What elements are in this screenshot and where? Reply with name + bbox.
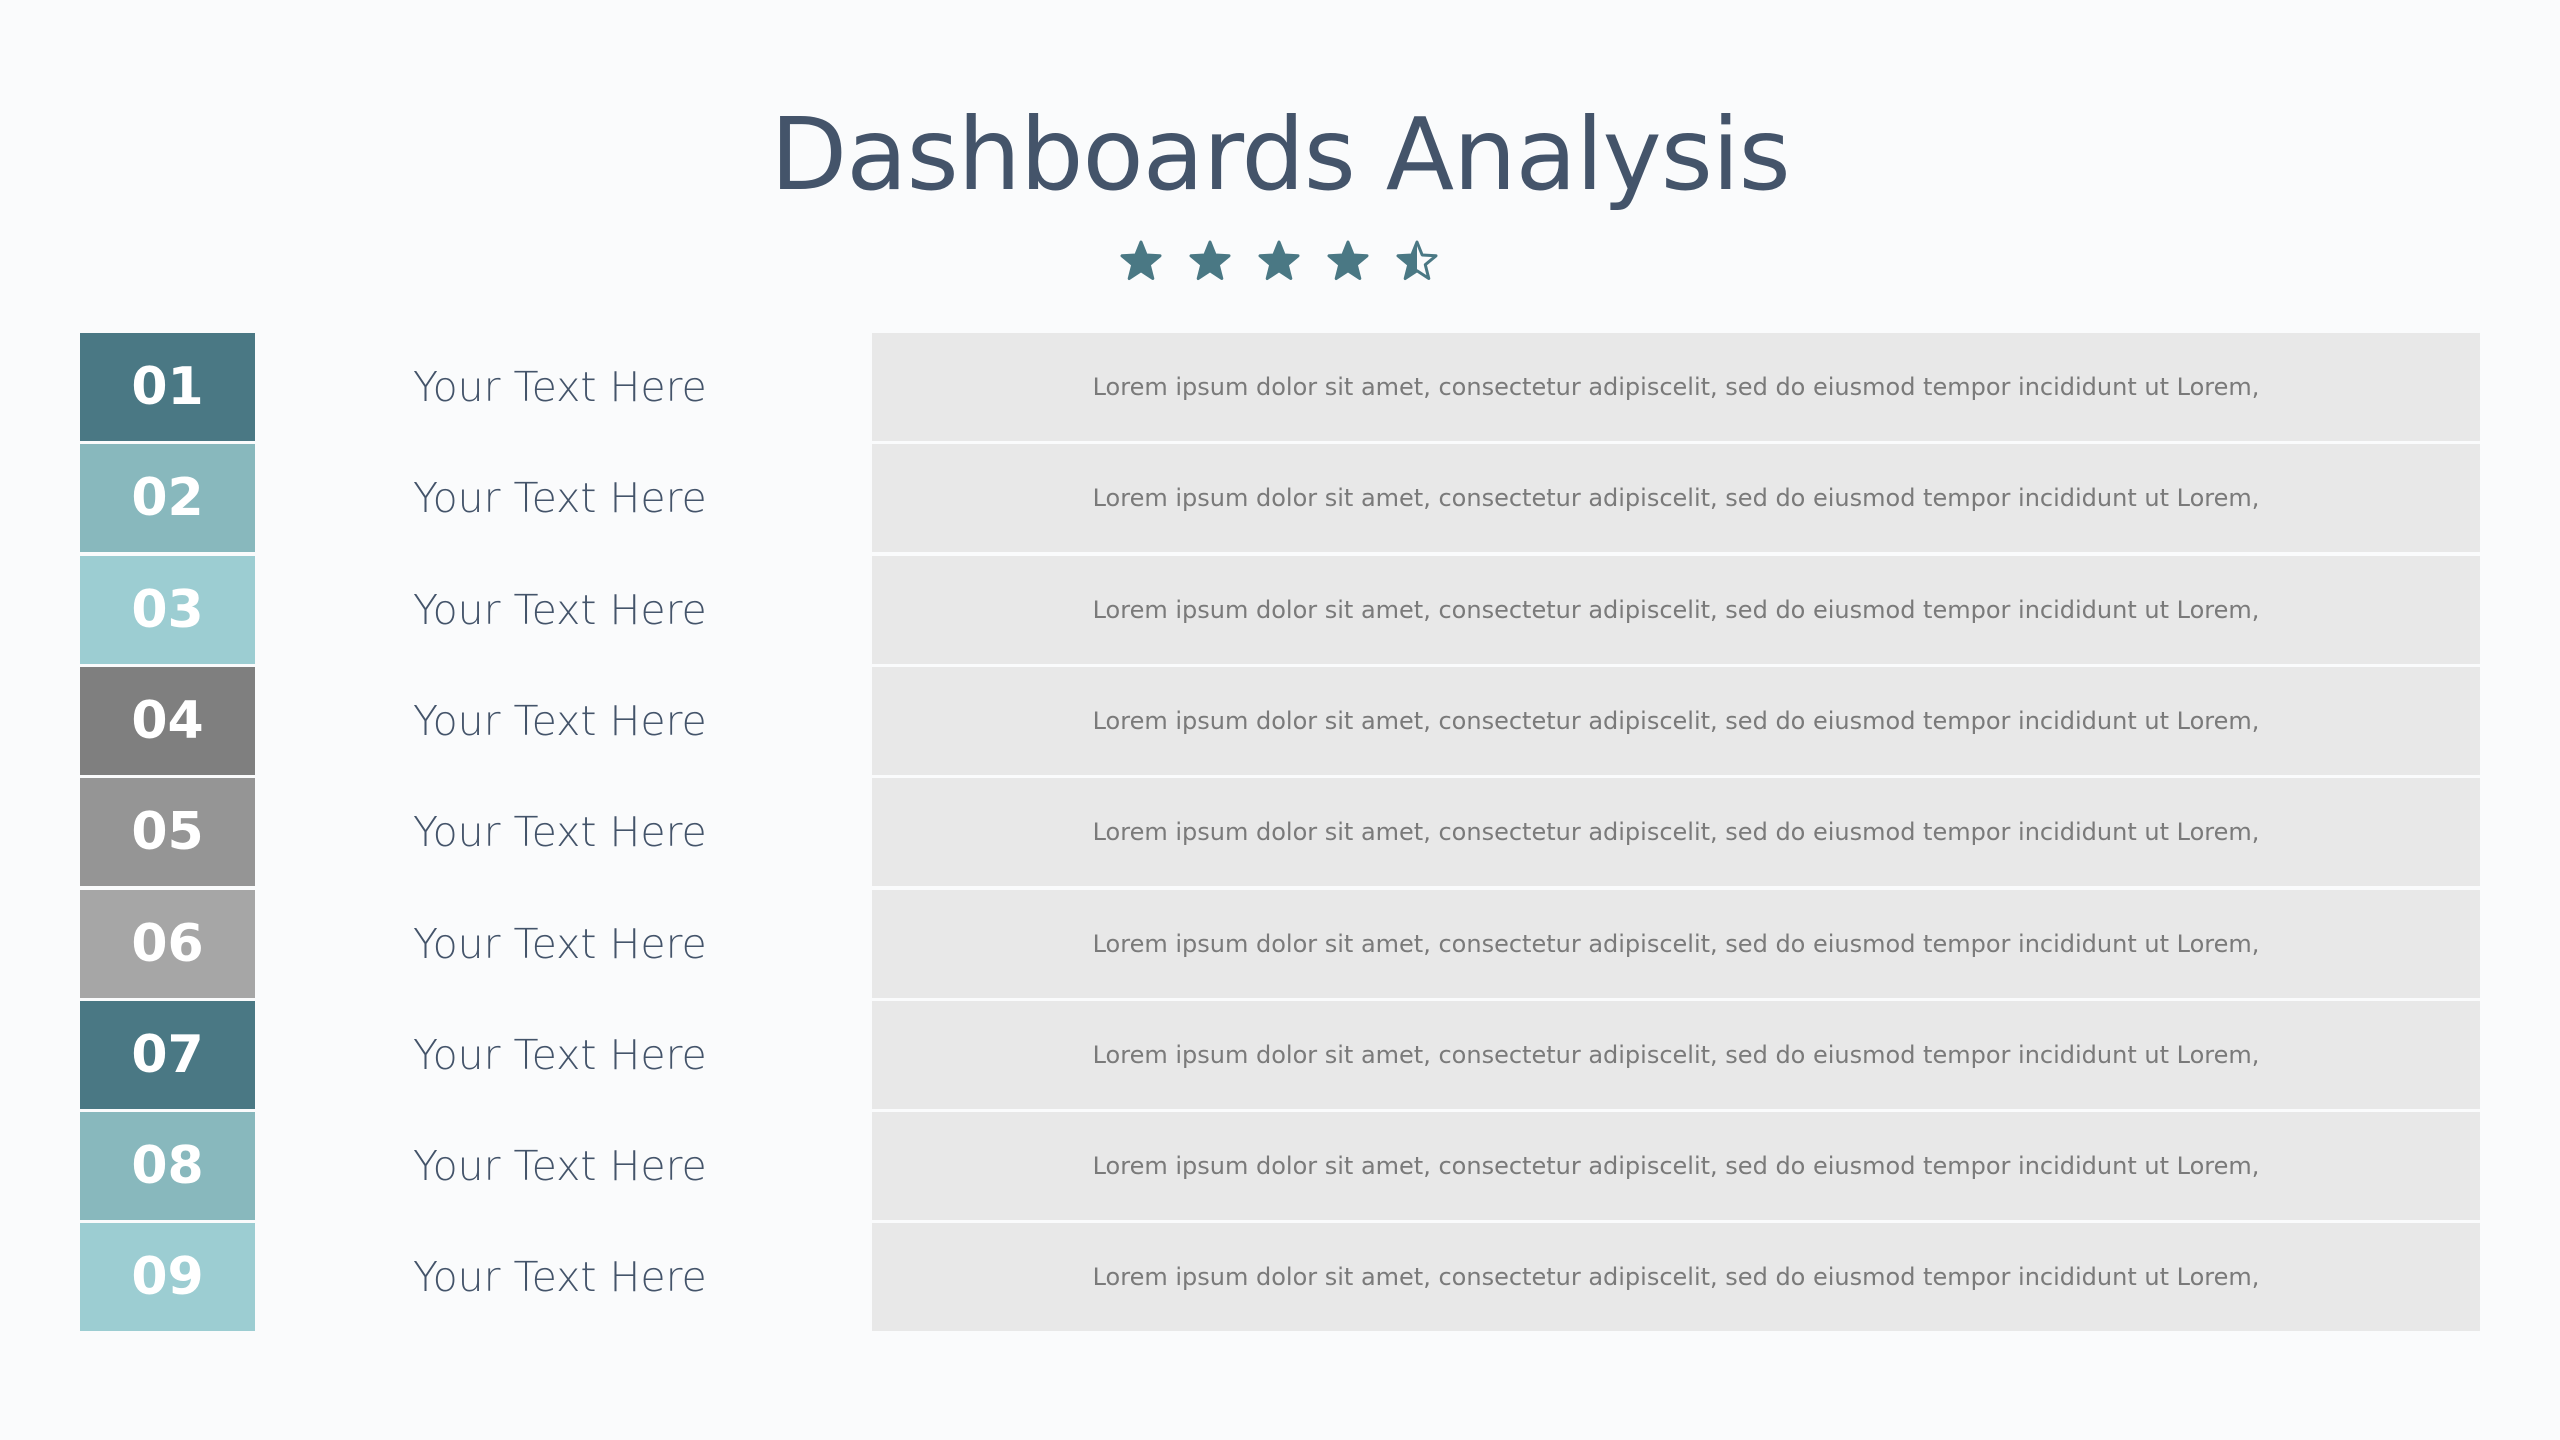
- list-item: 05 Your Text Here Lorem ipsum dolor sit …: [80, 778, 2480, 887]
- item-description: Lorem ipsum dolor sit amet, consectetur …: [872, 778, 2480, 887]
- item-description: Lorem ipsum dolor sit amet, consectetur …: [872, 333, 2480, 441]
- item-number-badge: 01: [80, 333, 255, 441]
- item-description: Lorem ipsum dolor sit amet, consectetur …: [872, 666, 2480, 775]
- star-icon: [1189, 240, 1231, 280]
- item-number-badge: 03: [80, 555, 255, 664]
- half-star-icon: [1396, 240, 1438, 280]
- item-number-badge: 09: [80, 1223, 255, 1332]
- list-item: 01 Your Text Here Lorem ipsum dolor sit …: [80, 333, 2480, 441]
- item-number-badge: 06: [80, 889, 255, 998]
- item-description: Lorem ipsum dolor sit amet, consectetur …: [872, 1112, 2480, 1221]
- list-item: 03 Your Text Here Lorem ipsum dolor sit …: [80, 555, 2480, 664]
- item-number-badge: 05: [80, 778, 255, 887]
- star-icon: [1120, 240, 1162, 280]
- list-item: 04 Your Text Here Lorem ipsum dolor sit …: [80, 666, 2480, 775]
- item-title: Your Text Here: [413, 1142, 707, 1191]
- item-title: Your Text Here: [413, 1253, 707, 1302]
- item-title: Your Text Here: [413, 1030, 707, 1079]
- star-icon: [1327, 240, 1369, 280]
- item-number-badge: 02: [80, 444, 255, 553]
- list-item: 06 Your Text Here Lorem ipsum dolor sit …: [80, 889, 2480, 998]
- item-title: Your Text Here: [413, 808, 707, 857]
- item-description: Lorem ipsum dolor sit amet, consectetur …: [872, 1223, 2480, 1332]
- item-title: Your Text Here: [413, 474, 707, 523]
- item-description: Lorem ipsum dolor sit amet, consectetur …: [872, 1000, 2480, 1109]
- item-title: Your Text Here: [413, 919, 707, 968]
- star-icon: [1258, 240, 1300, 280]
- item-description: Lorem ipsum dolor sit amet, consectetur …: [872, 889, 2480, 998]
- list-item: 02 Your Text Here Lorem ipsum dolor sit …: [80, 444, 2480, 553]
- item-number-badge: 04: [80, 666, 255, 775]
- item-number-badge: 07: [80, 1000, 255, 1109]
- item-description: Lorem ipsum dolor sit amet, consectetur …: [872, 555, 2480, 664]
- list-item: 09 Your Text Here Lorem ipsum dolor sit …: [80, 1223, 2480, 1332]
- item-title: Your Text Here: [413, 363, 707, 411]
- item-title: Your Text Here: [413, 696, 707, 745]
- list-item: 07 Your Text Here Lorem ipsum dolor sit …: [80, 1000, 2480, 1109]
- item-description: Lorem ipsum dolor sit amet, consectetur …: [872, 444, 2480, 553]
- item-number-badge: 08: [80, 1112, 255, 1221]
- star-rating: [1120, 240, 1440, 284]
- list-item: 08 Your Text Here Lorem ipsum dolor sit …: [80, 1112, 2480, 1221]
- page-title: Dashboards Analysis: [770, 96, 1790, 213]
- item-title: Your Text Here: [413, 585, 707, 634]
